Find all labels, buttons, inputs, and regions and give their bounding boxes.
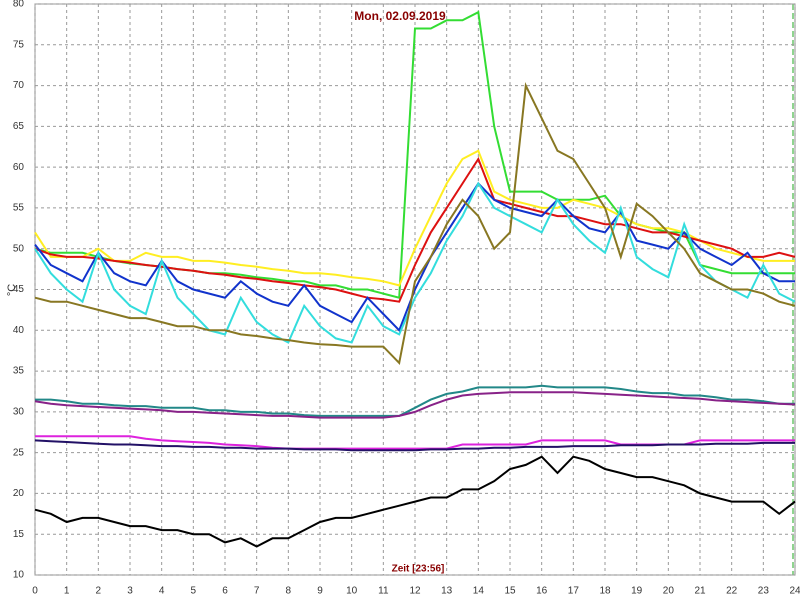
- x-tick-label: 16: [536, 586, 548, 597]
- x-tick-label: 18: [599, 586, 611, 597]
- x-tick-label: 6: [222, 586, 228, 597]
- y-tick-label: 45: [13, 284, 25, 295]
- series-line: [35, 384, 795, 417]
- y-tick-label: 75: [13, 39, 25, 50]
- series-line: [34, 82, 796, 365]
- y-tick-label: 10: [13, 570, 25, 581]
- y-tick-label: 30: [13, 406, 25, 417]
- series-line: [34, 181, 796, 344]
- y-tick-label: 60: [13, 162, 25, 173]
- y-tick-label: 15: [13, 529, 25, 540]
- x-tick-label: 8: [286, 586, 292, 597]
- y-tick-label: 20: [13, 488, 25, 499]
- x-tick-label: 10: [346, 586, 358, 597]
- x-tick-label: 23: [758, 586, 770, 597]
- x-tick-label: 15: [504, 586, 516, 597]
- y-tick-label: 40: [13, 325, 25, 336]
- y-tick-label: 35: [13, 366, 25, 377]
- x-tick-label: 17: [568, 586, 580, 597]
- x-tick-label: 9: [317, 586, 323, 597]
- x-tick-label: 13: [441, 586, 453, 597]
- y-tick-label: 80: [13, 0, 25, 10]
- y-tick-label: 55: [13, 203, 25, 214]
- x-tick-label: 0: [32, 586, 38, 597]
- y-tick-label: 70: [13, 80, 25, 91]
- y-axis-label: °C: [6, 284, 18, 296]
- chart-title: Mon, 02.09.2019: [354, 9, 446, 23]
- x-tick-label: 11: [378, 586, 389, 597]
- y-tick-label: 25: [13, 447, 25, 458]
- series-line: [34, 391, 796, 419]
- series-line: [34, 439, 795, 452]
- x-tick-label: 1: [64, 586, 70, 597]
- x-tick-label: 22: [726, 586, 738, 597]
- x-tick-label: 20: [663, 586, 675, 597]
- x-tick-label: 2: [96, 586, 102, 597]
- y-tick-label: 50: [13, 243, 25, 254]
- x-tick-label: 21: [694, 586, 706, 597]
- x-tick-label: 14: [473, 586, 485, 597]
- x-tick-label: 24: [789, 586, 800, 597]
- x-tick-label: 4: [159, 586, 165, 597]
- x-tick-label: 5: [191, 586, 197, 597]
- x-tick-label: 12: [409, 586, 421, 597]
- x-tick-label: 7: [254, 586, 260, 597]
- series-line: [34, 149, 795, 287]
- x-tick-label: 19: [631, 586, 643, 597]
- series-line: [34, 455, 796, 548]
- y-tick-label: 65: [13, 121, 25, 132]
- x-tick-label: 3: [127, 586, 133, 597]
- x-axis-label: Zeit [23:56]: [392, 564, 445, 575]
